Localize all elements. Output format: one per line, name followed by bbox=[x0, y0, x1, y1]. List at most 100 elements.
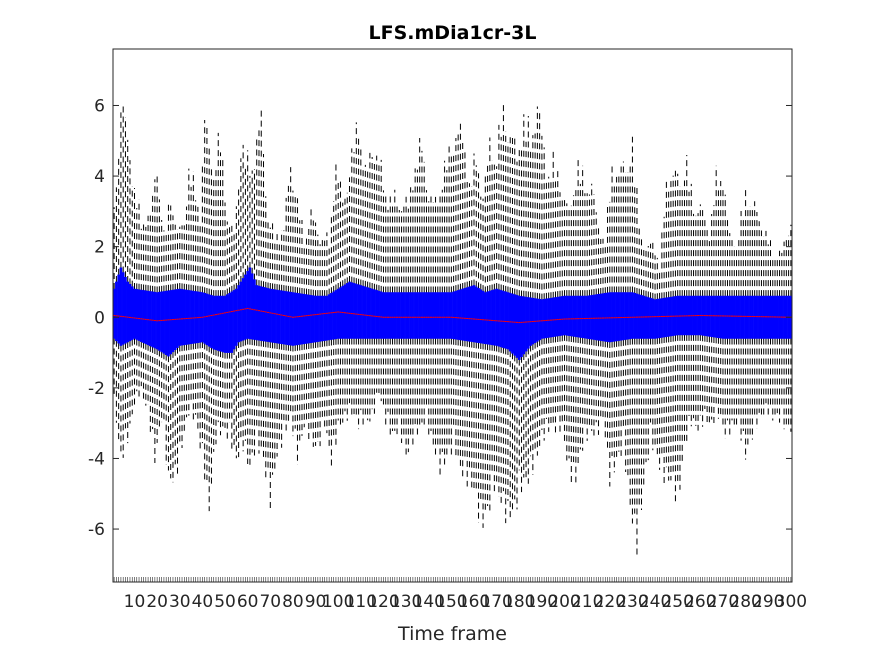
box bbox=[239, 281, 243, 342]
box bbox=[606, 292, 609, 342]
x-tick-label: 290 bbox=[752, 592, 784, 612]
box bbox=[443, 292, 446, 339]
box bbox=[742, 295, 745, 339]
box bbox=[203, 292, 206, 344]
box bbox=[223, 295, 227, 353]
box bbox=[352, 283, 356, 339]
x-tick-label: 300 bbox=[775, 592, 807, 612]
x-tick-label: 200 bbox=[548, 592, 580, 612]
box bbox=[572, 295, 575, 337]
box bbox=[232, 290, 236, 350]
box bbox=[549, 297, 553, 338]
box bbox=[662, 297, 666, 338]
box bbox=[302, 294, 306, 345]
box bbox=[425, 292, 428, 339]
y-tick-label: 4 bbox=[94, 167, 105, 187]
box bbox=[748, 295, 752, 339]
box bbox=[660, 298, 664, 338]
box bbox=[445, 292, 449, 339]
x-tick-label: 250 bbox=[661, 592, 693, 612]
x-tick-label: 220 bbox=[594, 592, 626, 612]
box bbox=[298, 293, 302, 345]
box bbox=[667, 297, 670, 337]
box bbox=[350, 282, 354, 339]
box bbox=[391, 292, 394, 339]
box bbox=[714, 295, 718, 338]
y-tick-label: -6 bbox=[88, 520, 105, 540]
box bbox=[515, 295, 519, 358]
box bbox=[192, 290, 195, 344]
box bbox=[266, 288, 270, 342]
box bbox=[121, 272, 125, 345]
x-tick-label: 20 bbox=[146, 592, 168, 612]
box bbox=[536, 298, 539, 342]
box bbox=[407, 292, 410, 339]
box bbox=[644, 296, 648, 339]
box bbox=[115, 281, 118, 342]
box bbox=[330, 292, 333, 340]
whisker-layer bbox=[113, 103, 792, 558]
box bbox=[325, 295, 329, 341]
box bbox=[592, 294, 596, 340]
x-tick-label: 120 bbox=[367, 592, 399, 612]
x-tick-label: 140 bbox=[413, 592, 445, 612]
box bbox=[323, 295, 326, 341]
box bbox=[479, 289, 483, 344]
box bbox=[579, 295, 582, 338]
box bbox=[499, 290, 503, 348]
x-tick-label: 110 bbox=[345, 592, 377, 612]
box bbox=[542, 298, 546, 339]
box bbox=[149, 291, 152, 347]
x-axis-label: Time frame bbox=[397, 623, 507, 645]
box bbox=[649, 297, 652, 339]
box bbox=[585, 295, 589, 339]
box bbox=[599, 293, 603, 341]
box bbox=[216, 295, 220, 351]
box bbox=[628, 292, 632, 340]
box bbox=[284, 291, 288, 345]
box bbox=[506, 292, 510, 350]
box bbox=[474, 286, 478, 343]
box bbox=[237, 285, 240, 343]
box bbox=[225, 294, 229, 353]
box bbox=[164, 290, 168, 355]
box bbox=[151, 291, 154, 348]
box bbox=[717, 295, 720, 339]
y-tick-label: -4 bbox=[88, 449, 105, 469]
y-axis-ticks: -6 -4 -2 0 2 4 6 bbox=[88, 96, 792, 540]
box bbox=[384, 292, 388, 339]
box bbox=[746, 295, 750, 339]
box bbox=[622, 292, 625, 341]
box bbox=[656, 298, 659, 339]
box bbox=[511, 293, 514, 354]
box bbox=[273, 289, 277, 343]
box bbox=[171, 289, 175, 353]
x-tick-label: 260 bbox=[684, 592, 716, 612]
box bbox=[278, 290, 281, 344]
box bbox=[167, 290, 170, 357]
box bbox=[633, 292, 637, 339]
box bbox=[370, 288, 374, 339]
box bbox=[139, 289, 143, 342]
box bbox=[411, 292, 415, 339]
y-tick-label: 2 bbox=[94, 238, 105, 258]
box bbox=[737, 295, 741, 339]
x-tick-label: 280 bbox=[729, 592, 761, 612]
box bbox=[463, 288, 467, 341]
box bbox=[379, 291, 383, 339]
x-tick-label: 10 bbox=[124, 592, 146, 612]
box bbox=[712, 295, 716, 338]
box bbox=[520, 296, 523, 358]
box bbox=[608, 292, 612, 343]
box bbox=[493, 289, 496, 346]
box bbox=[440, 292, 444, 339]
box bbox=[762, 295, 766, 339]
box bbox=[375, 290, 378, 339]
box bbox=[653, 299, 657, 339]
y-tick-label: 6 bbox=[94, 96, 105, 116]
box bbox=[160, 291, 163, 353]
box bbox=[280, 290, 283, 345]
box bbox=[339, 287, 342, 339]
box bbox=[314, 295, 317, 343]
box bbox=[486, 291, 489, 345]
